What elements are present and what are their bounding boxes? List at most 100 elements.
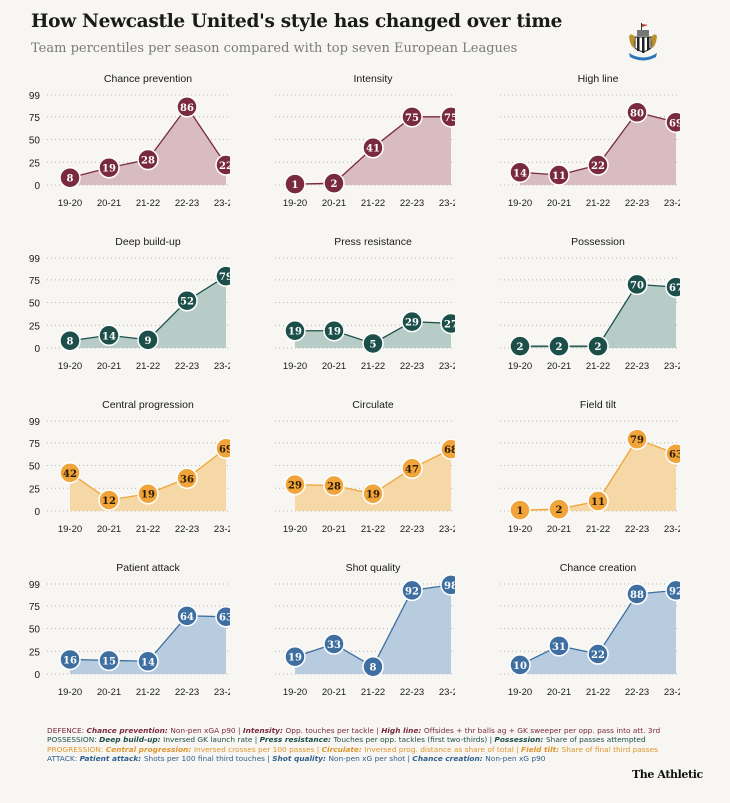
footer-line-defence: DEFENCE: Chance prevention: Non-pen xGA … (47, 726, 660, 735)
data-point-marker (587, 643, 609, 665)
x-tick-label: 20-21 (322, 198, 346, 209)
data-point: 15 (98, 649, 120, 672)
y-tick-label: 25 (29, 158, 41, 169)
data-label: 98 (444, 581, 455, 592)
footer-metric-name: Chance prevention: (86, 726, 171, 735)
chart-svg: Possession 19-20 20-21 21-22 22-23 23-24 2 2 2 70… (500, 236, 688, 372)
data-point: 14 (98, 324, 120, 347)
chart-panel-central-progression: Central progression 0 25 50 75 99 19-20 20-21 21… (0, 388, 238, 548)
data-point-marker (98, 156, 120, 179)
x-tick-label: 22-23 (625, 687, 649, 698)
data-point-marker (284, 173, 306, 195)
data-point-marker (362, 332, 384, 355)
separator: | (373, 726, 382, 735)
y-tick-label: 0 (34, 181, 40, 192)
data-point-marker (626, 583, 648, 605)
data-point-marker (587, 154, 609, 176)
data-point: 42 (59, 462, 81, 484)
y-tick-label: 75 (29, 113, 41, 124)
chart-title: Chance prevention (104, 73, 192, 85)
x-tick-label: 23-24 (214, 687, 230, 698)
data-point-marker (284, 473, 306, 496)
chart-svg: Central progression 0 25 50 75 99 19-20 20-21 21… (29, 399, 238, 535)
data-point-marker (59, 329, 81, 352)
y-tick-label: 50 (29, 136, 41, 147)
data-point: 92 (665, 579, 687, 602)
y-tick-label: 75 (29, 439, 41, 450)
data-label: 1 (292, 180, 299, 191)
x-tick-label: 21-22 (361, 361, 385, 372)
data-label: 63 (219, 613, 230, 624)
footer-metric-desc: Inversed prog. distance as share of tota… (364, 744, 514, 754)
data-label: 11 (552, 171, 566, 182)
data-point: 63 (665, 442, 687, 465)
data-point-marker (98, 649, 120, 672)
data-point: 67 (665, 276, 687, 298)
footer-group-label: POSSESSION: (47, 735, 100, 745)
data-label: 52 (180, 297, 194, 308)
x-tick-label: 23-24 (439, 361, 455, 372)
chart-svg: Field tilt 19-20 20-21 21-22 22-23 23-24 1 2 11 7… (500, 399, 688, 535)
x-tick-label: 20-21 (97, 198, 121, 209)
x-tick-label: 21-22 (586, 524, 610, 535)
x-tick-label: 20-21 (547, 361, 571, 372)
definitions-footer: DEFENCE: Chance prevention: Non-pen xGA … (47, 726, 660, 764)
data-point-marker (284, 645, 306, 668)
data-point: 14 (137, 650, 159, 673)
footer-metric-name: Shot quality: (272, 754, 329, 764)
data-label: 2 (595, 342, 602, 353)
newcastle-crest-logo (629, 23, 657, 61)
data-label: 41 (366, 144, 380, 155)
area-fill (70, 448, 226, 511)
data-label: 19 (288, 327, 302, 338)
chart-title: Intensity (353, 73, 393, 85)
data-label: 14 (102, 331, 116, 342)
footer-group-label: DEFENCE: (47, 726, 87, 735)
data-point-marker (59, 648, 81, 671)
y-tick-label: 75 (29, 276, 41, 287)
data-label: 92 (669, 586, 680, 597)
chart-panel-patient-attack: Patient attack 0 25 50 75 99 19-20 20-21 21-22 22… (0, 551, 238, 711)
data-label: 88 (630, 590, 644, 601)
data-point: 22 (587, 154, 609, 176)
chart-panel-intensity: Intensity 19-20 20-21 21-22 22-23 23-24 1 2 41 75… (225, 62, 463, 222)
data-point-marker (59, 166, 81, 189)
data-point-marker (362, 482, 384, 505)
y-tick-label: 99 (29, 91, 41, 102)
x-tick-label: 22-23 (175, 687, 199, 698)
chart-panel-possession: Possession 19-20 20-21 21-22 22-23 23-24 2 2 2 70… (450, 225, 688, 385)
data-point: 92 (401, 579, 423, 602)
data-label: 15 (102, 656, 116, 667)
data-point-marker (401, 579, 423, 602)
x-tick-label: 19-20 (58, 524, 82, 535)
chart-svg: Press resistance 19-20 20-21 21-22 22-23 23-2… (275, 236, 463, 372)
footer-metric-desc: Share of final third passes (561, 744, 658, 754)
x-tick-label: 22-23 (625, 198, 649, 209)
data-label: 28 (327, 482, 341, 493)
x-tick-label: 23-24 (439, 524, 455, 535)
footer-line-progression: PROGRESSION: Central progression: Invers… (47, 745, 660, 754)
data-point-marker (626, 101, 648, 124)
data-label: 2 (556, 505, 563, 516)
data-point: 19 (284, 319, 306, 342)
data-label: 11 (591, 497, 605, 508)
data-point: 31 (548, 635, 570, 657)
data-point-marker (59, 462, 81, 484)
data-label: 19 (141, 490, 155, 501)
x-tick-label: 23-24 (664, 687, 680, 698)
data-point-marker (323, 474, 345, 497)
x-tick-label: 19-20 (58, 687, 82, 698)
data-label: 5 (370, 339, 377, 350)
x-tick-label: 21-22 (136, 524, 160, 535)
data-point: 29 (401, 310, 423, 333)
the-athletic-logo: The Athletic (632, 768, 703, 781)
data-label: 80 (630, 108, 644, 119)
area-fill (70, 276, 226, 348)
data-point: 12 (98, 489, 120, 511)
footer-metric-name: Circulate: (321, 744, 365, 754)
separator: | (314, 744, 322, 754)
x-tick-label: 20-21 (322, 361, 346, 372)
area-fill (70, 106, 226, 185)
data-point-marker (323, 319, 345, 342)
footer-metric-name: High line: (381, 726, 424, 735)
